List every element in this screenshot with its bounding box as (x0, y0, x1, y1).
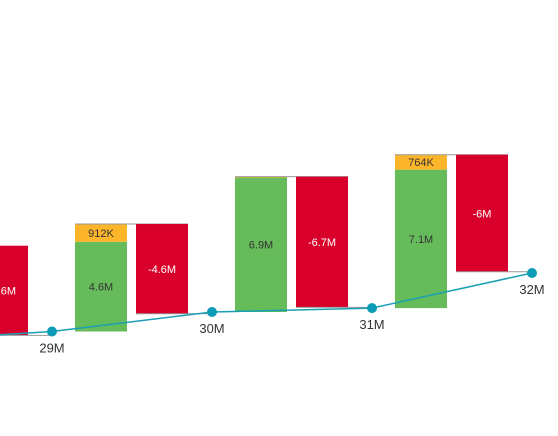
decrease-bar-label: -6.7M (308, 237, 336, 249)
total-label: 32M (519, 282, 544, 297)
other-increase-bar-label: 764K (408, 157, 434, 169)
increase-bar-label: 7.1M (409, 234, 433, 246)
other-increase-bar (395, 154, 447, 170)
total-marker (207, 307, 217, 317)
total-label: 30M (199, 321, 224, 336)
total-marker (367, 303, 377, 314)
increase-bar-label: 4.6M (89, 282, 113, 294)
decrease-bar-label: -4.6M (148, 264, 176, 276)
decrease-bar (136, 224, 188, 314)
total-label: 29M (39, 341, 64, 356)
increase-bar (235, 177, 287, 312)
decrease-bar-label: -6M (473, 208, 492, 220)
increase-bar (75, 241, 127, 332)
decrease-bar-label: -4.6M (0, 286, 16, 298)
total-marker (527, 268, 537, 278)
decrease-bar (296, 176, 348, 308)
decrease-bar (0, 245, 28, 336)
other-increase-bar-label: 912K (88, 228, 114, 240)
total-label: 31M (359, 317, 384, 332)
increase-bar-label: 6.9M (249, 240, 273, 252)
decrease-bar (456, 154, 508, 272)
total-marker (47, 326, 57, 337)
other-increase-bar (75, 224, 127, 242)
increase-bar (395, 169, 447, 309)
